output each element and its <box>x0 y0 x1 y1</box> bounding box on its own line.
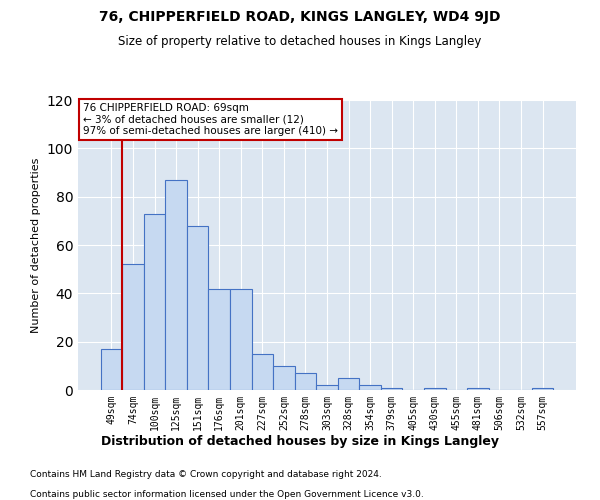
Bar <box>295 373 316 390</box>
Bar <box>251 354 273 390</box>
Bar <box>187 226 208 390</box>
Bar <box>467 388 488 390</box>
Bar <box>230 288 251 390</box>
Bar <box>101 349 122 390</box>
Bar <box>359 385 381 390</box>
Text: Size of property relative to detached houses in Kings Langley: Size of property relative to detached ho… <box>118 35 482 48</box>
Bar <box>208 288 230 390</box>
Bar <box>144 214 166 390</box>
Text: 76, CHIPPERFIELD ROAD, KINGS LANGLEY, WD4 9JD: 76, CHIPPERFIELD ROAD, KINGS LANGLEY, WD… <box>99 10 501 24</box>
Bar <box>166 180 187 390</box>
Text: Distribution of detached houses by size in Kings Langley: Distribution of detached houses by size … <box>101 435 499 448</box>
Bar <box>122 264 144 390</box>
Text: 76 CHIPPERFIELD ROAD: 69sqm
← 3% of detached houses are smaller (12)
97% of semi: 76 CHIPPERFIELD ROAD: 69sqm ← 3% of deta… <box>83 103 338 136</box>
Bar <box>424 388 446 390</box>
Y-axis label: Number of detached properties: Number of detached properties <box>31 158 41 332</box>
Bar <box>316 385 338 390</box>
Bar <box>273 366 295 390</box>
Bar <box>532 388 553 390</box>
Text: Contains public sector information licensed under the Open Government Licence v3: Contains public sector information licen… <box>30 490 424 499</box>
Bar <box>338 378 359 390</box>
Text: Contains HM Land Registry data © Crown copyright and database right 2024.: Contains HM Land Registry data © Crown c… <box>30 470 382 479</box>
Bar <box>381 388 403 390</box>
